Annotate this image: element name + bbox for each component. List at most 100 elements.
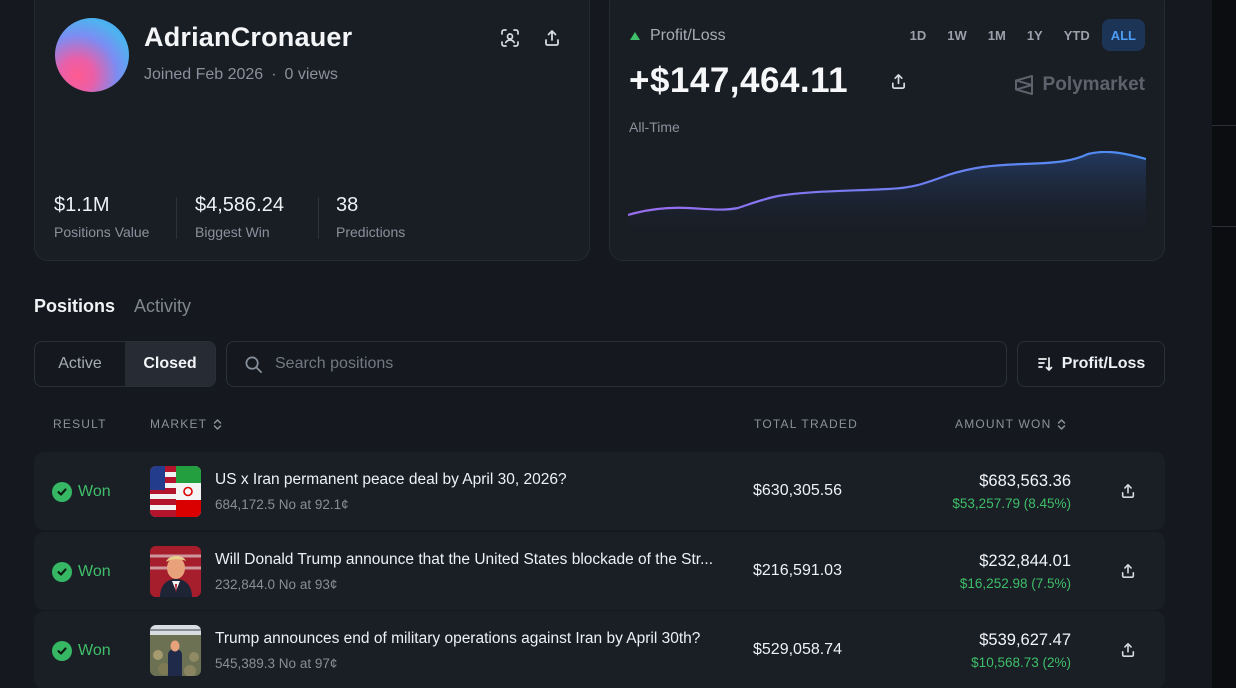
share-icon[interactable]: [1114, 477, 1142, 505]
market-title[interactable]: Trump announces end of military operatio…: [215, 630, 701, 647]
position-detail: 232,844.0 No at 93¢: [215, 577, 338, 592]
range-1d[interactable]: 1D: [909, 27, 927, 43]
pnl-label: Profit/Loss: [630, 27, 726, 45]
table-row[interactable]: Won Will Donald Trump announce that the …: [34, 532, 1165, 610]
market-title[interactable]: Will Donald Trump announce that the Unit…: [215, 551, 714, 568]
range-1m[interactable]: 1M: [987, 27, 1006, 43]
pnl-value: +$147,464.11: [629, 61, 849, 100]
stat-value: $1.1M: [54, 194, 110, 216]
stat-value: $4,586.24: [195, 194, 284, 216]
pnl-label-text: Profit/Loss: [650, 27, 726, 44]
range-all[interactable]: ALL: [1101, 19, 1145, 51]
check-icon: [52, 482, 72, 502]
range-1w[interactable]: 1W: [947, 27, 967, 43]
chart-area: [628, 151, 1146, 236]
range-ytd[interactable]: YTD: [1063, 27, 1090, 43]
total-traded: $216,591.03: [753, 562, 842, 579]
meta-separator: ·: [271, 66, 277, 83]
result-badge: Won: [52, 482, 111, 502]
check-icon: [52, 641, 72, 661]
header-total-traded: TOTAL TRADED: [754, 417, 858, 431]
stat-divider: [318, 197, 319, 239]
stat-predictions: 38 Predictions: [336, 194, 405, 240]
position-detail: 684,172.5 No at 92.1¢: [215, 497, 349, 512]
up-triangle-icon: [630, 32, 640, 40]
view-count: 0 views: [284, 66, 338, 83]
profit-value: $53,257.79 (8.45%): [952, 496, 1071, 511]
search-icon: [244, 355, 263, 374]
stat-biggest-win: $4,586.24 Biggest Win: [195, 194, 284, 240]
market-thumbnail: [150, 546, 201, 597]
username: AdrianCronauer: [144, 22, 353, 52]
polymarket-logo-icon: [1014, 75, 1033, 95]
sort-profit-loss-button[interactable]: Profit/Loss: [1017, 341, 1165, 387]
filter-closed-button[interactable]: Closed: [125, 342, 215, 386]
stat-positions-value: $1.1M Positions Value: [54, 194, 149, 240]
header-market-label: MARKET: [150, 417, 208, 431]
sort-icon: [1037, 357, 1053, 371]
amount-won-value: $683,563.36: [979, 472, 1071, 490]
table-row[interactable]: Won Trump announces end of military oper…: [34, 611, 1165, 688]
window-edge: [1212, 0, 1236, 688]
pnl-chart: [628, 151, 1147, 236]
stat-label: Predictions: [336, 224, 406, 240]
pnl-card: Profit/Loss 1D 1W 1M 1Y YTD ALL +$147,46…: [609, 0, 1165, 261]
divider: [1212, 125, 1236, 126]
header-amount-won-label: AMOUNT WON: [955, 417, 1052, 431]
chevron-updown-icon: [1058, 418, 1066, 430]
amount-won: $539,627.47 $10,568.73 (2%): [971, 631, 1071, 670]
table-row[interactable]: Won US x Ira: [34, 452, 1165, 530]
position-detail: 545,389.3 No at 97¢: [215, 656, 338, 671]
stat-divider: [176, 197, 177, 239]
filter-active-button[interactable]: Active: [58, 355, 102, 372]
amount-won-value: $539,627.47: [979, 631, 1071, 649]
chevron-updown-icon: [213, 418, 222, 430]
joined-date: Joined Feb 2026: [144, 66, 264, 83]
tab-activity[interactable]: Activity: [134, 296, 192, 316]
search-bar: [226, 341, 1007, 387]
status-filter: Active Closed: [34, 341, 216, 387]
result-text: Won: [78, 483, 111, 500]
result-text: Won: [78, 642, 111, 659]
share-icon[interactable]: [1114, 636, 1142, 664]
result-text: Won: [78, 563, 111, 580]
profit-value: $10,568.73 (2%): [971, 655, 1071, 670]
section-tabs: Positions Activity: [34, 296, 191, 317]
market-thumbnail: [150, 466, 201, 517]
profit-value: $16,252.98 (7.5%): [959, 576, 1071, 591]
header-amount-won[interactable]: AMOUNT WON: [955, 417, 1066, 431]
profile-card: AdrianCronauer Joined Feb 2026 · 0 views $…: [34, 0, 590, 261]
brand-name: Polymarket: [1042, 74, 1145, 95]
amount-won-value: $232,844.01: [979, 552, 1071, 570]
stat-label: Positions Value: [54, 224, 150, 240]
amount-won: $232,844.01 $16,252.98 (7.5%): [960, 552, 1071, 591]
time-range-selector: 1D 1W 1M 1Y YTD ALL: [898, 19, 1145, 51]
brand-logo: Polymarket: [1013, 74, 1145, 96]
sort-label: Profit/Loss: [1061, 355, 1146, 372]
amount-won: $683,563.36 $53,257.79 (8.45%): [952, 472, 1071, 511]
total-traded: $630,305.56: [753, 482, 842, 499]
header-market[interactable]: MARKET: [150, 417, 222, 431]
period-label: All-Time: [629, 119, 680, 135]
share-icon[interactable]: [1114, 557, 1142, 585]
profile-meta: Joined Feb 2026 · 0 views: [144, 66, 338, 84]
header-result: RESULT: [53, 417, 107, 431]
result-badge: Won: [52, 562, 111, 582]
tab-positions[interactable]: Positions: [34, 296, 116, 316]
avatar: [55, 18, 129, 92]
scan-icon[interactable]: [496, 24, 524, 52]
stat-value: 38: [336, 194, 359, 216]
range-1y[interactable]: 1Y: [1026, 27, 1043, 43]
check-icon: [52, 562, 72, 582]
result-badge: Won: [52, 641, 111, 661]
share-icon[interactable]: [884, 67, 912, 95]
stat-label: Biggest Win: [195, 224, 270, 240]
market-title[interactable]: US x Iran permanent peace deal by April …: [215, 471, 567, 488]
divider: [1212, 226, 1236, 227]
market-thumbnail: [150, 625, 201, 676]
share-icon[interactable]: [538, 24, 566, 52]
chart-line: [628, 151, 1147, 217]
search-input[interactable]: [275, 355, 975, 373]
total-traded: $529,058.74: [753, 641, 842, 658]
